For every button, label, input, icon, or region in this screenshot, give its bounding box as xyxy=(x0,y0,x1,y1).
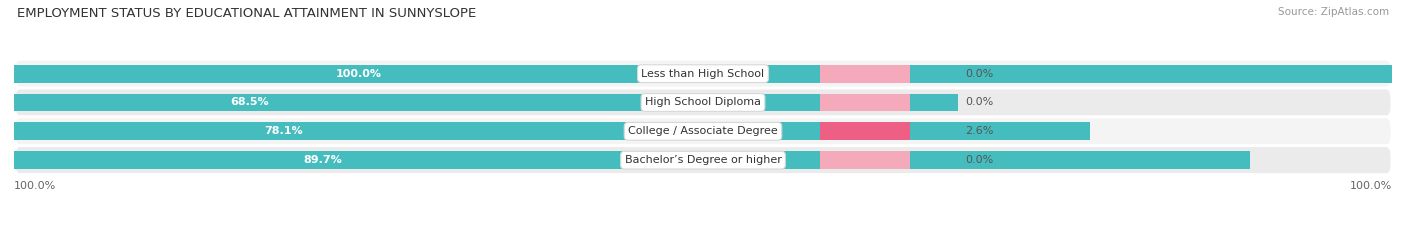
Text: High School Diploma: High School Diploma xyxy=(645,97,761,107)
Text: College / Associate Degree: College / Associate Degree xyxy=(628,126,778,136)
Bar xyxy=(820,122,910,140)
Text: 0.0%: 0.0% xyxy=(965,97,993,107)
Bar xyxy=(14,93,957,111)
Text: Less than High School: Less than High School xyxy=(641,69,765,79)
Bar xyxy=(820,65,910,82)
FancyBboxPatch shape xyxy=(14,117,1392,146)
Bar xyxy=(820,151,910,169)
Text: Source: ZipAtlas.com: Source: ZipAtlas.com xyxy=(1278,7,1389,17)
Text: EMPLOYMENT STATUS BY EDUCATIONAL ATTAINMENT IN SUNNYSLOPE: EMPLOYMENT STATUS BY EDUCATIONAL ATTAINM… xyxy=(17,7,477,20)
Text: 0.0%: 0.0% xyxy=(965,69,993,79)
Text: 100.0%: 100.0% xyxy=(14,181,56,191)
Bar xyxy=(14,122,1090,140)
Text: 100.0%: 100.0% xyxy=(1350,181,1392,191)
Bar xyxy=(14,65,1392,82)
Text: 68.5%: 68.5% xyxy=(231,97,270,107)
Text: 78.1%: 78.1% xyxy=(264,126,302,136)
Text: 2.6%: 2.6% xyxy=(965,126,993,136)
Text: 89.7%: 89.7% xyxy=(304,155,343,165)
FancyBboxPatch shape xyxy=(14,88,1392,117)
Text: Bachelor’s Degree or higher: Bachelor’s Degree or higher xyxy=(624,155,782,165)
Bar xyxy=(820,93,910,111)
Legend: In Labor Force, Unemployed: In Labor Force, Unemployed xyxy=(593,230,813,233)
Bar xyxy=(14,151,1250,169)
FancyBboxPatch shape xyxy=(14,146,1392,175)
FancyBboxPatch shape xyxy=(14,59,1392,88)
Text: 100.0%: 100.0% xyxy=(336,69,381,79)
Text: 0.0%: 0.0% xyxy=(965,155,993,165)
